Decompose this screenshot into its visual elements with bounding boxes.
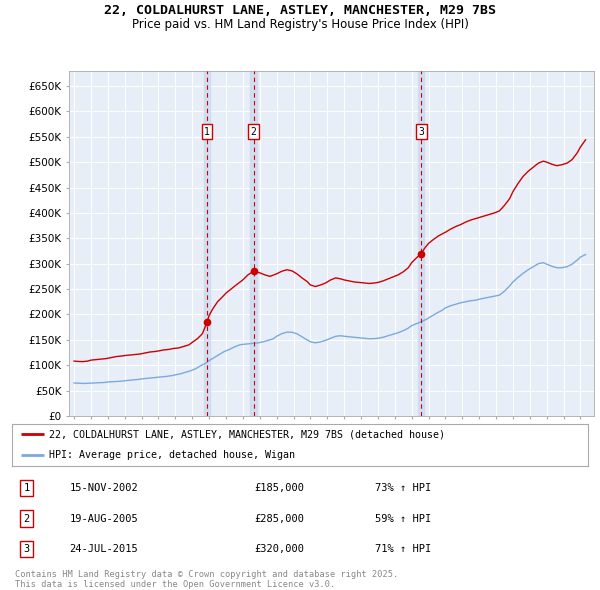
Text: 22, COLDALHURST LANE, ASTLEY, MANCHESTER, M29 7BS: 22, COLDALHURST LANE, ASTLEY, MANCHESTER… [104,4,496,17]
Text: HPI: Average price, detached house, Wigan: HPI: Average price, detached house, Wiga… [49,451,295,460]
Text: 2: 2 [251,127,256,137]
Text: 15-NOV-2002: 15-NOV-2002 [70,483,139,493]
Text: £285,000: £285,000 [254,514,304,523]
Text: 59% ↑ HPI: 59% ↑ HPI [375,514,431,523]
Text: 22, COLDALHURST LANE, ASTLEY, MANCHESTER, M29 7BS (detached house): 22, COLDALHURST LANE, ASTLEY, MANCHESTER… [49,430,445,439]
Text: Contains HM Land Registry data © Crown copyright and database right 2025.
This d: Contains HM Land Registry data © Crown c… [15,570,398,589]
Text: 19-AUG-2005: 19-AUG-2005 [70,514,139,523]
Text: 24-JUL-2015: 24-JUL-2015 [70,544,139,554]
Text: 73% ↑ HPI: 73% ↑ HPI [375,483,431,493]
Text: 1: 1 [204,127,210,137]
Text: 2: 2 [23,514,29,523]
Text: £320,000: £320,000 [254,544,304,554]
Text: 1: 1 [23,483,29,493]
Bar [204,71,210,416]
Bar [250,71,257,416]
Text: Price paid vs. HM Land Registry's House Price Index (HPI): Price paid vs. HM Land Registry's House … [131,18,469,31]
Text: 71% ↑ HPI: 71% ↑ HPI [375,544,431,554]
Text: 3: 3 [418,127,424,137]
Text: 3: 3 [23,544,29,554]
Bar [418,71,424,416]
Text: £185,000: £185,000 [254,483,304,493]
